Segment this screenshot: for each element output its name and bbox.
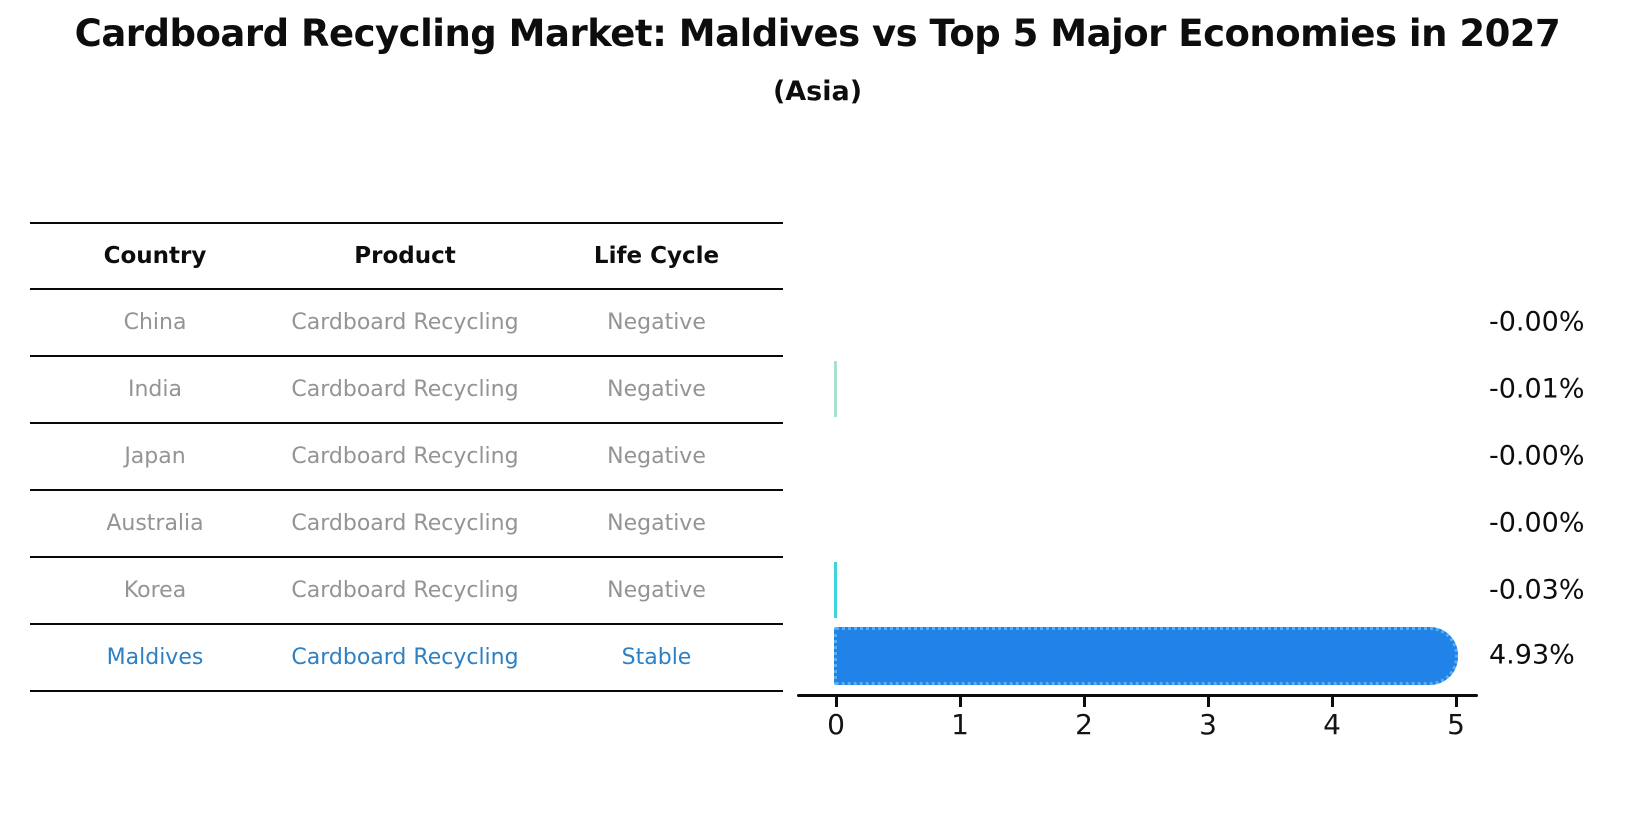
page-title: Cardboard Recycling Market: Maldives vs … xyxy=(74,12,1561,55)
table-row-maldives: Maldives Cardboard Recycling Stable xyxy=(30,625,783,692)
bar-korea xyxy=(834,562,837,618)
cell-life-cycle: Negative xyxy=(607,444,706,469)
cell-country: Australia xyxy=(106,511,204,536)
header-life-cycle: Life Cycle xyxy=(593,243,720,269)
x-axis-tick-label: 5 xyxy=(1447,708,1465,741)
bar-india xyxy=(834,361,837,417)
x-axis-tick-label: 2 xyxy=(1075,708,1093,741)
value-label: -0.01% xyxy=(1489,373,1585,405)
x-axis-tick-label: 3 xyxy=(1199,708,1217,741)
value-label: -0.03% xyxy=(1489,574,1585,606)
x-axis-tick xyxy=(959,696,962,707)
cell-product: Cardboard Recycling xyxy=(291,511,519,536)
x-axis-line xyxy=(797,694,1478,697)
cell-life-cycle: Negative xyxy=(607,310,706,335)
x-axis-tick xyxy=(1207,696,1210,707)
table-row: Australia Cardboard Recycling Negative xyxy=(30,491,783,558)
cell-life-cycle: Negative xyxy=(607,377,706,402)
table-row: China Cardboard Recycling Negative xyxy=(30,290,783,357)
value-label: -0.00% xyxy=(1489,306,1585,338)
bar-maldives xyxy=(834,627,1459,685)
x-axis-tick-label: 4 xyxy=(1323,708,1341,741)
x-axis-tick xyxy=(1083,696,1086,707)
cell-life-cycle: Stable xyxy=(621,645,692,670)
x-axis-tick xyxy=(1331,696,1334,707)
table-row: India Cardboard Recycling Negative xyxy=(30,357,783,424)
header-country: Country xyxy=(103,243,207,269)
value-label: -0.00% xyxy=(1489,507,1585,539)
cell-country: Japan xyxy=(124,444,186,469)
value-label: -0.00% xyxy=(1489,440,1585,472)
cell-country: Maldives xyxy=(106,645,204,670)
cell-country: China xyxy=(123,310,187,335)
x-axis-tick-label: 1 xyxy=(951,708,969,741)
cell-country: Korea xyxy=(123,578,187,603)
cell-country: India xyxy=(128,377,182,402)
cell-life-cycle: Negative xyxy=(607,578,706,603)
cell-product: Cardboard Recycling xyxy=(291,444,519,469)
cell-life-cycle: Negative xyxy=(607,511,706,536)
value-label: 4.93% xyxy=(1489,639,1575,671)
x-axis-tick-label: 0 xyxy=(827,708,845,741)
table-row: Japan Cardboard Recycling Negative xyxy=(30,424,783,491)
cell-product: Cardboard Recycling xyxy=(291,645,519,670)
table-header-row: Country Product Life Cycle xyxy=(30,222,783,290)
table-row: Korea Cardboard Recycling Negative xyxy=(30,558,783,625)
comparison-table: Country Product Life Cycle China Cardboa… xyxy=(30,222,783,692)
cell-product: Cardboard Recycling xyxy=(291,310,519,335)
cell-product: Cardboard Recycling xyxy=(291,377,519,402)
header-product: Product xyxy=(354,243,456,269)
x-axis-tick xyxy=(1455,696,1458,707)
cell-product: Cardboard Recycling xyxy=(291,578,519,603)
page-subtitle: (Asia) xyxy=(772,76,863,107)
x-axis-tick xyxy=(835,696,838,707)
